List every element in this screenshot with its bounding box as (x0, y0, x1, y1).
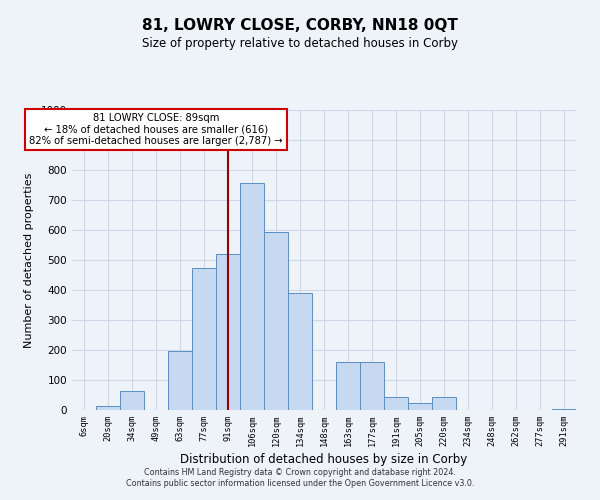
Bar (336, 362, 360, 410)
Text: Contains HM Land Registry data © Crown copyright and database right 2024.
Contai: Contains HM Land Registry data © Crown c… (126, 468, 474, 487)
Text: 81, LOWRY CLOSE, CORBY, NN18 0QT: 81, LOWRY CLOSE, CORBY, NN18 0QT (142, 18, 458, 32)
Bar (96, 406, 120, 410)
Bar (168, 351, 192, 410)
Y-axis label: Number of detached properties: Number of detached properties (24, 172, 34, 348)
X-axis label: Distribution of detached houses by size in Corby: Distribution of detached houses by size … (181, 454, 467, 466)
Bar (432, 396, 456, 410)
Bar (288, 293, 312, 410)
Text: Size of property relative to detached houses in Corby: Size of property relative to detached ho… (142, 38, 458, 51)
Text: 81 LOWRY CLOSE: 89sqm
← 18% of detached houses are smaller (616)
82% of semi-det: 81 LOWRY CLOSE: 89sqm ← 18% of detached … (29, 113, 283, 146)
Bar (192, 268, 216, 410)
Bar (216, 254, 240, 410)
Bar (384, 398, 408, 410)
Bar (240, 183, 264, 410)
Bar (264, 232, 288, 410)
Bar (360, 362, 384, 410)
Bar (120, 392, 144, 410)
Bar (552, 408, 576, 410)
Bar (408, 402, 432, 410)
